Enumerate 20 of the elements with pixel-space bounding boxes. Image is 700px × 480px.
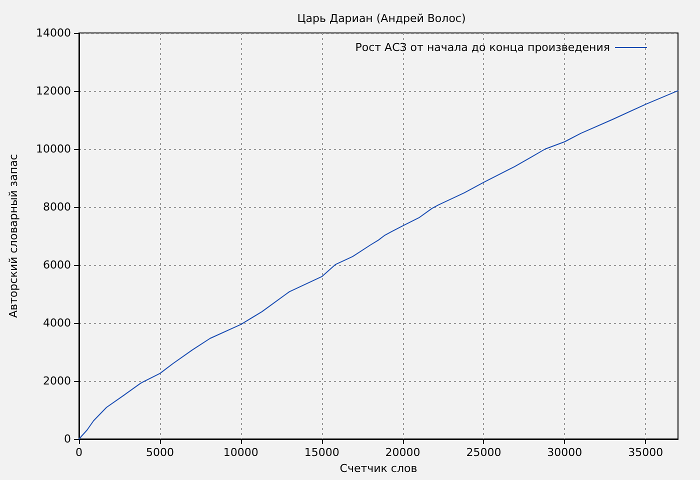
chart-title: Царь Дариан (Андрей Волос)	[297, 12, 466, 25]
y-tick-label: 0	[64, 432, 71, 446]
y-tick-label: 6000	[43, 258, 71, 272]
y-tick-label: 12000	[36, 84, 71, 98]
legend-label: Рост АСЗ от начала до конца произведения	[355, 41, 610, 54]
x-tick-label: 20000	[385, 446, 420, 459]
x-tick-label: 5000	[146, 446, 174, 459]
x-tick-label: 10000	[223, 446, 258, 459]
x-tick-label: 25000	[466, 446, 502, 459]
x-axis-title: Счетчик слов	[340, 462, 418, 475]
x-tick-label: 15000	[304, 446, 340, 459]
y-tick-label: 2000	[43, 374, 71, 388]
y-tick-label: 4000	[43, 316, 71, 330]
x-tick-label: 30000	[547, 446, 582, 459]
y-tick-label: 10000	[36, 142, 71, 156]
y-tick-label: 8000	[43, 200, 71, 214]
x-tick-label: 0	[76, 446, 82, 459]
y-axis-title: Авторский словарный запас	[7, 154, 20, 318]
x-tick-label: 35000	[628, 446, 664, 459]
y-tick-label: 14000	[36, 26, 71, 40]
